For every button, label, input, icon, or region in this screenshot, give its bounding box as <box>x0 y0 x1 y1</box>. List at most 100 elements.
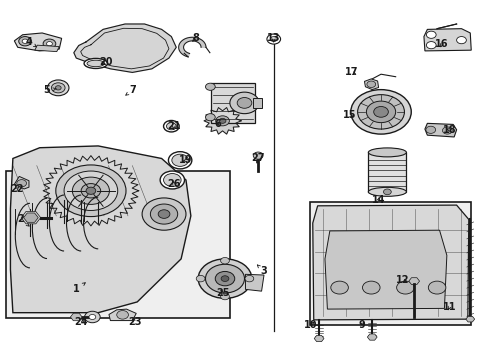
Circle shape <box>244 275 253 282</box>
Circle shape <box>253 152 263 159</box>
Circle shape <box>55 86 61 90</box>
Ellipse shape <box>171 154 188 166</box>
Circle shape <box>89 315 96 319</box>
Circle shape <box>150 204 177 224</box>
Text: 17: 17 <box>345 67 358 77</box>
Circle shape <box>47 80 69 96</box>
Circle shape <box>425 126 435 134</box>
Text: 9: 9 <box>357 320 364 330</box>
Circle shape <box>270 37 277 41</box>
Circle shape <box>350 90 410 134</box>
Polygon shape <box>314 336 324 342</box>
Polygon shape <box>74 24 176 72</box>
Polygon shape <box>43 156 139 226</box>
Circle shape <box>237 98 251 108</box>
Circle shape <box>220 293 229 300</box>
Polygon shape <box>312 205 468 320</box>
Circle shape <box>86 187 96 194</box>
Polygon shape <box>203 108 241 134</box>
Polygon shape <box>364 79 378 90</box>
Text: 19: 19 <box>179 155 192 165</box>
Polygon shape <box>21 211 41 224</box>
Text: 24: 24 <box>74 317 88 327</box>
Circle shape <box>43 39 56 48</box>
Circle shape <box>56 165 126 217</box>
Text: 26: 26 <box>167 179 180 189</box>
Circle shape <box>427 281 445 294</box>
Circle shape <box>426 41 435 49</box>
Text: 8: 8 <box>192 33 199 43</box>
Bar <box>5 171 229 318</box>
Circle shape <box>198 259 251 298</box>
Text: 18: 18 <box>442 125 455 135</box>
Circle shape <box>81 184 101 198</box>
Text: 15: 15 <box>342 111 355 121</box>
Polygon shape <box>14 176 29 189</box>
Circle shape <box>330 281 347 294</box>
Bar <box>211 83 255 123</box>
Circle shape <box>205 114 215 121</box>
Text: 22: 22 <box>10 184 23 194</box>
Polygon shape <box>408 278 419 284</box>
Polygon shape <box>245 274 264 291</box>
Polygon shape <box>366 334 376 340</box>
Bar <box>253 98 262 108</box>
Ellipse shape <box>84 58 107 68</box>
Text: 12: 12 <box>395 275 409 285</box>
Polygon shape <box>325 230 446 309</box>
Circle shape <box>396 281 413 294</box>
Text: 20: 20 <box>99 57 112 67</box>
Circle shape <box>221 276 228 282</box>
Circle shape <box>373 107 387 117</box>
Circle shape <box>383 189 390 195</box>
Ellipse shape <box>367 148 406 157</box>
Text: 21: 21 <box>167 121 180 131</box>
Circle shape <box>72 177 109 204</box>
Circle shape <box>22 39 28 43</box>
Circle shape <box>196 275 204 282</box>
Ellipse shape <box>166 123 176 130</box>
Circle shape <box>442 127 451 134</box>
Circle shape <box>84 311 100 323</box>
Ellipse shape <box>367 187 406 196</box>
Polygon shape <box>423 29 470 51</box>
Circle shape <box>46 41 52 46</box>
Text: 4: 4 <box>25 37 37 47</box>
Polygon shape <box>23 213 38 222</box>
Polygon shape <box>14 33 61 51</box>
Circle shape <box>17 180 26 187</box>
Circle shape <box>362 281 379 294</box>
Circle shape <box>64 171 118 211</box>
Text: 11: 11 <box>442 302 455 312</box>
Circle shape <box>220 257 229 264</box>
Circle shape <box>142 198 185 230</box>
Circle shape <box>426 31 435 39</box>
Bar <box>310 202 470 325</box>
Circle shape <box>215 271 234 286</box>
Circle shape <box>219 118 225 123</box>
Text: 6: 6 <box>214 120 221 129</box>
Text: 27: 27 <box>250 153 264 163</box>
Text: 23: 23 <box>128 317 141 327</box>
Ellipse shape <box>168 152 191 169</box>
Polygon shape <box>465 316 474 322</box>
Text: 14: 14 <box>371 195 385 205</box>
Text: 3: 3 <box>257 265 267 276</box>
Polygon shape <box>35 45 59 51</box>
Polygon shape <box>10 146 190 313</box>
Ellipse shape <box>163 121 179 132</box>
Text: 13: 13 <box>266 33 280 43</box>
Bar <box>367 152 406 192</box>
Circle shape <box>51 83 65 93</box>
Circle shape <box>456 37 466 44</box>
Text: 25: 25 <box>215 288 229 298</box>
Circle shape <box>117 311 128 319</box>
Ellipse shape <box>160 171 184 189</box>
Polygon shape <box>424 123 456 137</box>
Circle shape <box>229 92 259 114</box>
Circle shape <box>205 264 244 293</box>
Polygon shape <box>178 37 205 57</box>
Circle shape <box>158 210 169 219</box>
Circle shape <box>215 116 229 126</box>
Text: 5: 5 <box>43 85 56 95</box>
